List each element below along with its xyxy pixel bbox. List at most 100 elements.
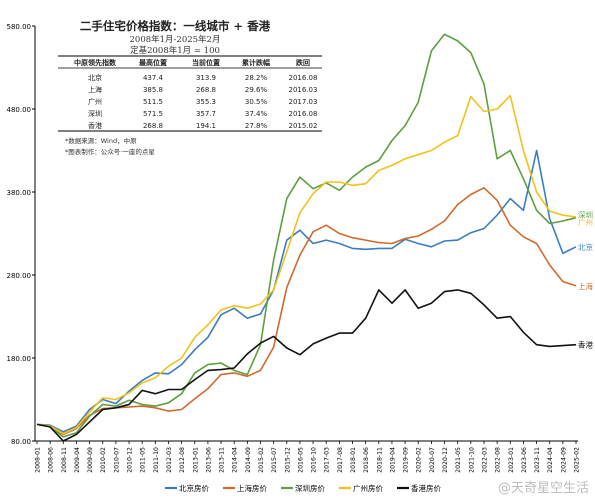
legend-label: 广州房价 bbox=[353, 483, 383, 493]
x-tick-label: 2015-12 bbox=[284, 447, 291, 473]
table-cell: 27.8% bbox=[245, 122, 268, 130]
table-cell: 313.9 bbox=[196, 74, 216, 82]
legend-label: 北京房价 bbox=[179, 483, 209, 493]
x-tick-label: 2018-01 bbox=[350, 447, 357, 473]
table-cell: 37.4% bbox=[245, 110, 268, 118]
series-end-label: 深圳 bbox=[578, 210, 593, 220]
x-tick-label: 2020-12 bbox=[442, 447, 449, 473]
x-tick-label: 2022-08 bbox=[495, 447, 502, 473]
table-cell: 2016.08 bbox=[289, 74, 318, 82]
x-tick-label: 2013-01 bbox=[192, 447, 199, 473]
x-tick-label: 2024-04 bbox=[547, 447, 554, 473]
table-cell: 上海 bbox=[88, 85, 102, 94]
x-tick-label: 2010-12 bbox=[127, 447, 134, 473]
x-tick-label: 2023-01 bbox=[508, 447, 515, 473]
legend-label: 深圳房价 bbox=[295, 483, 325, 493]
table-cell: 2016.08 bbox=[289, 110, 318, 118]
x-tick-label: 2008-11 bbox=[61, 447, 68, 473]
x-tick-label: 2016-10 bbox=[311, 447, 318, 473]
table-cell: 571.5 bbox=[143, 110, 163, 118]
table-cell: 385.8 bbox=[143, 86, 163, 94]
y-tick-label: 580.00 bbox=[7, 23, 32, 31]
table-note-author: *图表制作：公众号·一座的点星 bbox=[65, 147, 155, 156]
x-tick-label: 2021-10 bbox=[468, 447, 475, 473]
x-tick-label: 2015-02 bbox=[258, 447, 265, 473]
series-end-label: 北京 bbox=[578, 242, 593, 252]
table-note-source: *数据来源：Wind，中原 bbox=[65, 136, 137, 145]
y-tick-label: 180.00 bbox=[7, 355, 32, 363]
table-cell: 北京 bbox=[88, 73, 102, 82]
table-header-cell: 最高位置 bbox=[139, 58, 167, 67]
series-line-4 bbox=[36, 94, 577, 435]
x-tick-label: 2017-08 bbox=[337, 447, 344, 473]
legend: 北京房价 上海房价 深圳房价 广州房价 香港房价 bbox=[165, 483, 441, 493]
series-line-2 bbox=[36, 187, 577, 436]
x-tick-label: 2013-11 bbox=[219, 447, 226, 473]
table-header-cell: 当前位置 bbox=[192, 58, 220, 67]
x-tick-label: 2025-02 bbox=[574, 447, 581, 473]
x-tick-label: 2023-11 bbox=[534, 447, 541, 473]
x-tick-label: 2020-02 bbox=[416, 447, 423, 473]
x-tick-label: 2021-05 bbox=[455, 447, 462, 473]
table-cell: 437.4 bbox=[143, 74, 164, 82]
chart-title: 二手住宅价格指数：一线城市 + 香港 bbox=[80, 19, 271, 33]
table-cell: 28.2% bbox=[245, 74, 268, 82]
table-cell: 2017.03 bbox=[289, 98, 318, 106]
table-cell: 30.5% bbox=[245, 98, 268, 106]
x-tick-label: 2022-03 bbox=[481, 447, 488, 473]
table-cell: 香港 bbox=[88, 121, 102, 130]
watermark: @天奇星空生活 bbox=[497, 481, 589, 496]
x-tick-label: 2009-09 bbox=[87, 447, 94, 473]
x-tick-label: 2018-11 bbox=[376, 447, 383, 473]
x-tick-label: 2015-07 bbox=[271, 447, 278, 473]
table-cell: 29.6% bbox=[245, 86, 268, 94]
chart-subtitle-base: 定基2008年1月 = 100 bbox=[130, 45, 220, 56]
x-tick-label: 2011-05 bbox=[140, 447, 147, 473]
series-end-label: 广州 bbox=[578, 217, 593, 227]
x-tick-label: 2014-04 bbox=[232, 447, 239, 473]
x-tick-label: 2010-02 bbox=[100, 447, 107, 473]
x-tick-label: 2014-09 bbox=[245, 447, 252, 473]
series-line-1 bbox=[36, 149, 577, 433]
x-tick-label: 2008-06 bbox=[48, 447, 55, 473]
y-tick-label: 80.00 bbox=[11, 438, 31, 446]
x-tick-label: 2010-07 bbox=[113, 447, 120, 473]
x-tick-label: 2012-08 bbox=[179, 447, 186, 473]
legend-label: 上海房价 bbox=[237, 483, 267, 493]
table-cell: 511.5 bbox=[143, 98, 163, 106]
x-tick-label: 2012-03 bbox=[166, 447, 173, 473]
series-line-3 bbox=[36, 33, 577, 438]
table-cell: 2016.03 bbox=[289, 86, 318, 94]
x-tick-label: 2009-04 bbox=[74, 447, 81, 473]
y-tick-label: 280.00 bbox=[7, 272, 32, 280]
series-line-5 bbox=[36, 289, 577, 442]
table-cell: 广州 bbox=[88, 97, 102, 106]
series-end-label: 香港 bbox=[578, 340, 593, 350]
table-header-cell: 累计跌幅 bbox=[242, 58, 270, 67]
table-header-cell: 跌回 bbox=[296, 58, 310, 67]
x-tick-label: 2023-06 bbox=[521, 447, 528, 473]
x-tick-label: 2013-06 bbox=[205, 447, 212, 473]
x-tick-label: 2008-01 bbox=[35, 447, 42, 473]
table-cell: 268.8 bbox=[143, 122, 163, 130]
x-tick-label: 2011-10 bbox=[153, 447, 160, 473]
table-cell: 深圳 bbox=[88, 109, 102, 118]
x-tick-label: 2020-07 bbox=[429, 447, 436, 473]
table-cell: 355.3 bbox=[196, 98, 216, 106]
legend-label: 香港房价 bbox=[411, 483, 441, 493]
table-cell: 194.1 bbox=[196, 122, 216, 130]
table-cell: 357.7 bbox=[196, 110, 216, 118]
x-tick-label: 2024-09 bbox=[560, 447, 567, 473]
series-end-label: 上海 bbox=[578, 281, 593, 291]
table-header-cell: 中原领先指数 bbox=[74, 58, 117, 67]
x-tick-label: 2019-04 bbox=[389, 447, 396, 473]
table-cell: 2015.02 bbox=[289, 122, 318, 130]
x-tick-label: 2019-09 bbox=[403, 447, 410, 473]
x-tick-label: 2017-03 bbox=[324, 447, 331, 473]
y-tick-label: 480.00 bbox=[7, 106, 32, 114]
x-tick-label: 2018-06 bbox=[363, 447, 370, 473]
table-cell: 268.8 bbox=[196, 86, 216, 94]
x-tick-label: 2016-05 bbox=[297, 447, 304, 473]
